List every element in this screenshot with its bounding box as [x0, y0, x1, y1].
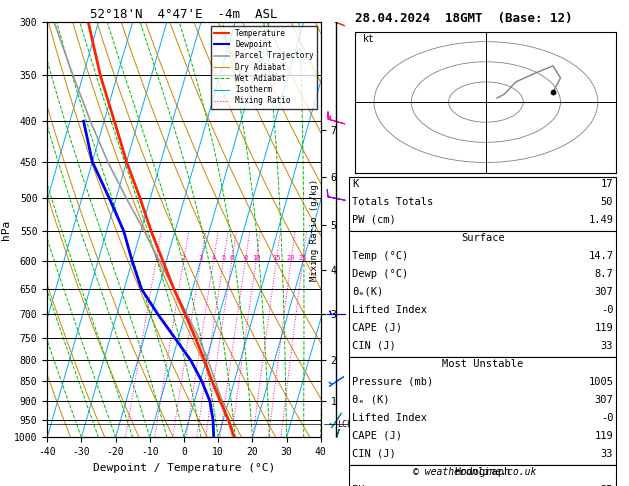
Text: PW (cm): PW (cm)	[352, 215, 396, 225]
Text: 307: 307	[594, 395, 613, 405]
Text: 10: 10	[252, 255, 260, 261]
Text: 35: 35	[601, 485, 613, 486]
Text: Totals Totals: Totals Totals	[352, 197, 433, 207]
Text: Mixing Ratio (g/kg): Mixing Ratio (g/kg)	[310, 178, 319, 281]
Text: K: K	[352, 179, 359, 189]
Text: 1.49: 1.49	[588, 215, 613, 225]
Text: 33: 33	[601, 341, 613, 351]
Text: 25: 25	[299, 255, 307, 261]
Text: θₑ (K): θₑ (K)	[352, 395, 390, 405]
Text: -0: -0	[601, 413, 613, 423]
Text: CIN (J): CIN (J)	[352, 449, 396, 459]
Text: 8.7: 8.7	[594, 269, 613, 279]
Text: 119: 119	[594, 431, 613, 441]
Text: 50: 50	[601, 197, 613, 207]
Text: © weatheronline.co.uk: © weatheronline.co.uk	[413, 467, 537, 477]
Text: 1005: 1005	[588, 377, 613, 387]
Text: CIN (J): CIN (J)	[352, 341, 396, 351]
Text: 2: 2	[182, 255, 186, 261]
Text: -0: -0	[601, 305, 613, 315]
X-axis label: Dewpoint / Temperature (°C): Dewpoint / Temperature (°C)	[93, 463, 275, 473]
Text: 119: 119	[594, 323, 613, 333]
Text: LCL: LCL	[337, 419, 352, 429]
Text: Lifted Index: Lifted Index	[352, 305, 427, 315]
Point	[548, 88, 558, 96]
Text: 33: 33	[601, 449, 613, 459]
Text: 5: 5	[221, 255, 226, 261]
Text: Most Unstable: Most Unstable	[442, 359, 523, 369]
Text: 1: 1	[154, 255, 158, 261]
Text: 20: 20	[287, 255, 295, 261]
Text: 17: 17	[601, 179, 613, 189]
Text: 6: 6	[230, 255, 234, 261]
Text: Lifted Index: Lifted Index	[352, 413, 427, 423]
Text: Pressure (mb): Pressure (mb)	[352, 377, 433, 387]
Text: 3: 3	[199, 255, 203, 261]
Y-axis label: hPa: hPa	[1, 220, 11, 240]
Y-axis label: km
ASL: km ASL	[353, 219, 370, 241]
Title: 52°18'N  4°47'E  -4m  ASL: 52°18'N 4°47'E -4m ASL	[90, 8, 278, 21]
Text: θₑ(K): θₑ(K)	[352, 287, 384, 297]
Text: Temp (°C): Temp (°C)	[352, 251, 408, 261]
Text: CAPE (J): CAPE (J)	[352, 431, 402, 441]
Text: 4: 4	[211, 255, 216, 261]
Text: Hodograph: Hodograph	[455, 467, 511, 477]
Legend: Temperature, Dewpoint, Parcel Trajectory, Dry Adiabat, Wet Adiabat, Isotherm, Mi: Temperature, Dewpoint, Parcel Trajectory…	[211, 26, 317, 108]
Text: 307: 307	[594, 287, 613, 297]
Text: EH: EH	[352, 485, 365, 486]
Text: 15: 15	[272, 255, 281, 261]
Text: 14.7: 14.7	[588, 251, 613, 261]
Text: 28.04.2024  18GMT  (Base: 12): 28.04.2024 18GMT (Base: 12)	[355, 12, 573, 25]
Text: Surface: Surface	[461, 233, 504, 243]
Text: 8: 8	[243, 255, 247, 261]
Text: kt: kt	[363, 34, 375, 44]
Text: Dewp (°C): Dewp (°C)	[352, 269, 408, 279]
Text: CAPE (J): CAPE (J)	[352, 323, 402, 333]
